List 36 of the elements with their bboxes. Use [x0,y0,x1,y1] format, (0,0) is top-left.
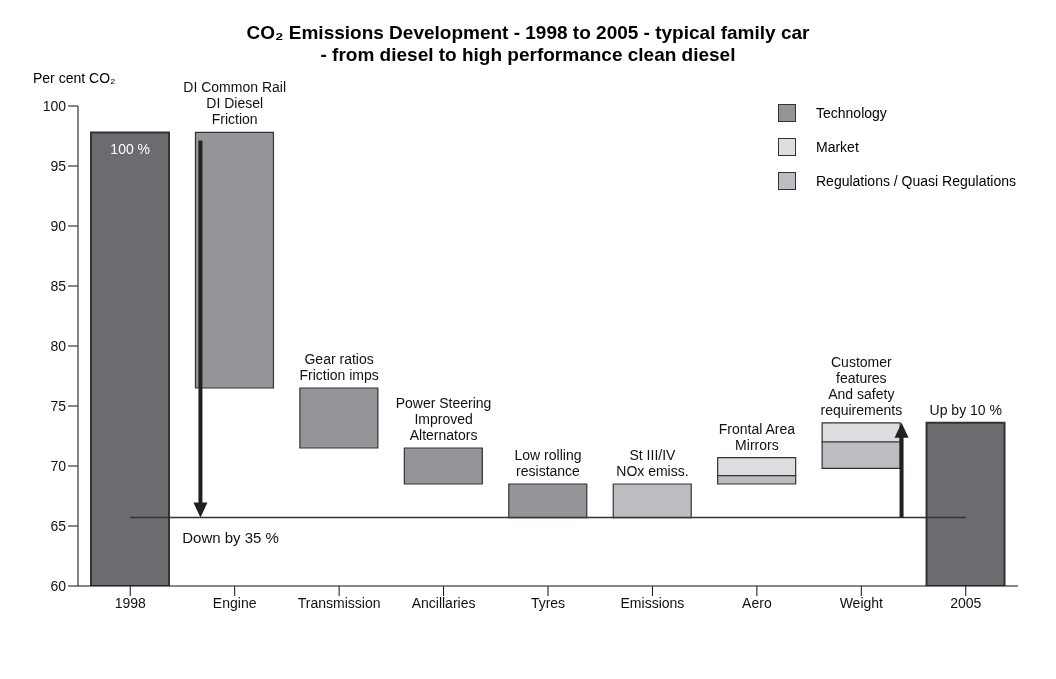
x-tick-label: Emissions [620,594,685,611]
chart-title: CO₂ Emissions Development - 1998 to 2005 - typical family car [245,22,811,44]
x-tick-label: Tyres [530,594,566,611]
y-tick-label: 90 [50,217,67,234]
x-tick-label: Aero [742,594,772,611]
y-tick-label: 85 [50,277,67,294]
annotation: Gear ratios Friction imps [299,351,379,383]
y-tick-label: 60 [50,577,67,594]
y-tick-label: 95 [50,157,67,174]
annotation: 100 % [110,141,151,158]
annotation: Low rolling resistance [514,447,582,479]
x-tick-label: Weight [839,594,884,611]
x-tick-label: Transmission [297,594,381,611]
annotation: Frontal Area Mirrors [718,420,796,453]
annotation: DI Common Rail DI Diesel Friction [183,79,287,128]
chart-subtitle: - from diesel to high performance clean diesel [319,44,737,66]
y-tick-label: 80 [50,337,67,354]
bar [403,447,483,485]
annotation: Customer features And safety requirements [820,353,903,418]
annotation: Up by 10 % [929,401,1002,418]
legend-label: Technology [816,105,887,121]
legend-label: Market [816,139,859,155]
annotation: St III/IV NOx emiss. [616,447,689,479]
y-tick-label: 65 [50,517,67,534]
y-tick-label: 70 [50,457,67,474]
y-tick-label: 100 [42,97,67,114]
legend-label: Regulations / Quasi Regulations [816,173,1017,189]
ref-line-label: Down by 35 % [182,528,279,546]
y-tick-label: 75 [50,397,67,414]
x-tick-label: Ancillaries [411,594,476,611]
bar [299,387,379,449]
x-tick-label: Engine [212,594,257,611]
x-tick-label: 1998 [114,594,146,611]
x-tick-label: 2005 [950,594,982,611]
annotation: Power Steering Improved Alternators [395,395,492,443]
y-axis-title: Per cent CO₂ [33,70,116,86]
